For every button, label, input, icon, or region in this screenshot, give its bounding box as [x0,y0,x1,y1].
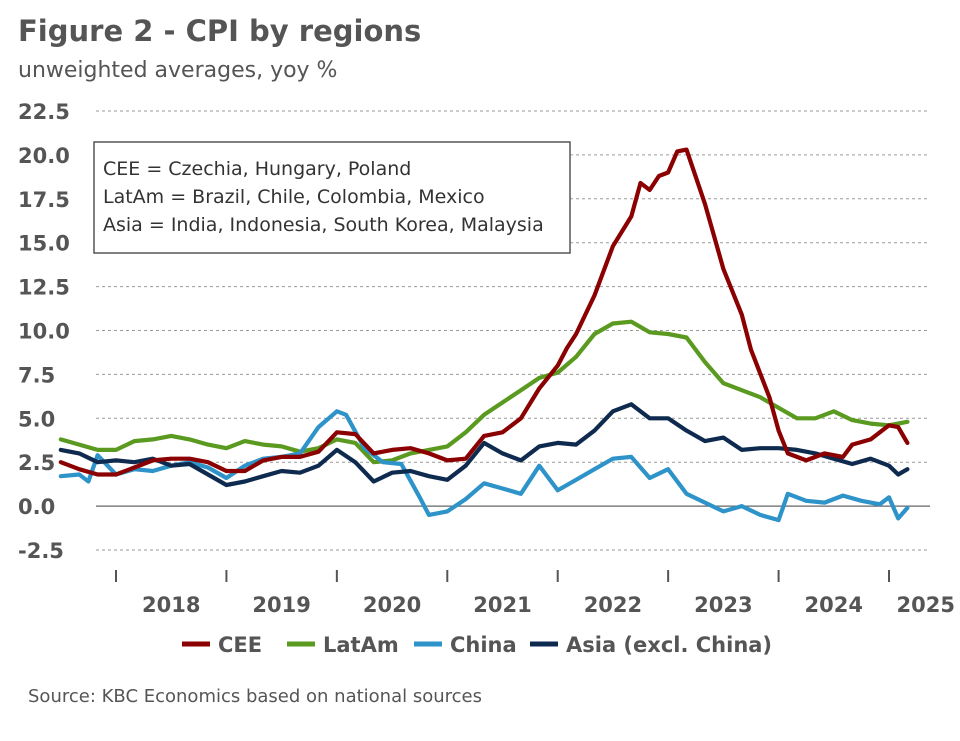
series-line-cee [58,147,910,477]
x-axis: 2018 2019 2020 2021 2022 2023 2024 2025 [115,570,955,617]
legend-label-cee: CEE [218,633,262,657]
series-lines [58,147,910,523]
x-tick-label: 2021 [473,593,531,617]
legend-label-asia: Asia (excl. China) [566,633,772,657]
x-tick-label: 2023 [694,593,752,617]
y-axis-ticks: -2.5 0.0 2.5 5.0 7.5 10.0 12.5 15.0 17.5 20.0 22.5 [18,100,70,563]
note-line: Asia = India, Indonesia, South Korea, Ma… [103,214,544,236]
note-line: CEE = Czechia, Hungary, Poland [103,158,411,180]
note-line: LatAm = Brazil, Chile, Colombia, Mexico [103,186,485,208]
series-line-latam [58,319,910,465]
y-tick-label: 2.5 [18,451,55,475]
x-tick-label: 2020 [363,593,421,617]
x-tick-label: 2024 [805,593,863,617]
x-tick-label: 2018 [142,593,200,617]
y-tick-label: 7.5 [18,363,55,387]
legend-label-china: China [450,633,517,657]
x-tick-label: 2025 [897,593,955,617]
y-tick-label: 5.0 [18,407,55,431]
source-note: Source: KBC Economics based on national … [28,686,482,707]
y-tick-label: 20.0 [18,144,70,168]
y-tick-label: 12.5 [18,276,70,300]
note-box: CEE = Czechia, Hungary, Poland LatAm = B… [93,141,571,254]
y-tick-label: 10.0 [18,320,70,344]
x-tick-label: 2022 [584,593,642,617]
y-tick-label: 22.5 [18,100,70,124]
x-tick-label: 2019 [252,593,310,617]
y-tick-label: -2.5 [18,539,64,563]
legend-label-latam: LatAm [323,633,399,657]
chart-subtitle: unweighted averages, yoy % [18,58,338,83]
y-tick-label: 15.0 [18,232,70,256]
series-line-asia-excl-china [58,402,910,488]
y-tick-label: 17.5 [18,188,70,212]
legend: CEE LatAm China Asia (excl. China) [182,633,772,657]
series-line-china [58,409,910,523]
y-tick-label: 0.0 [18,495,55,519]
chart-title: Figure 2 - CPI by regions [18,14,422,48]
